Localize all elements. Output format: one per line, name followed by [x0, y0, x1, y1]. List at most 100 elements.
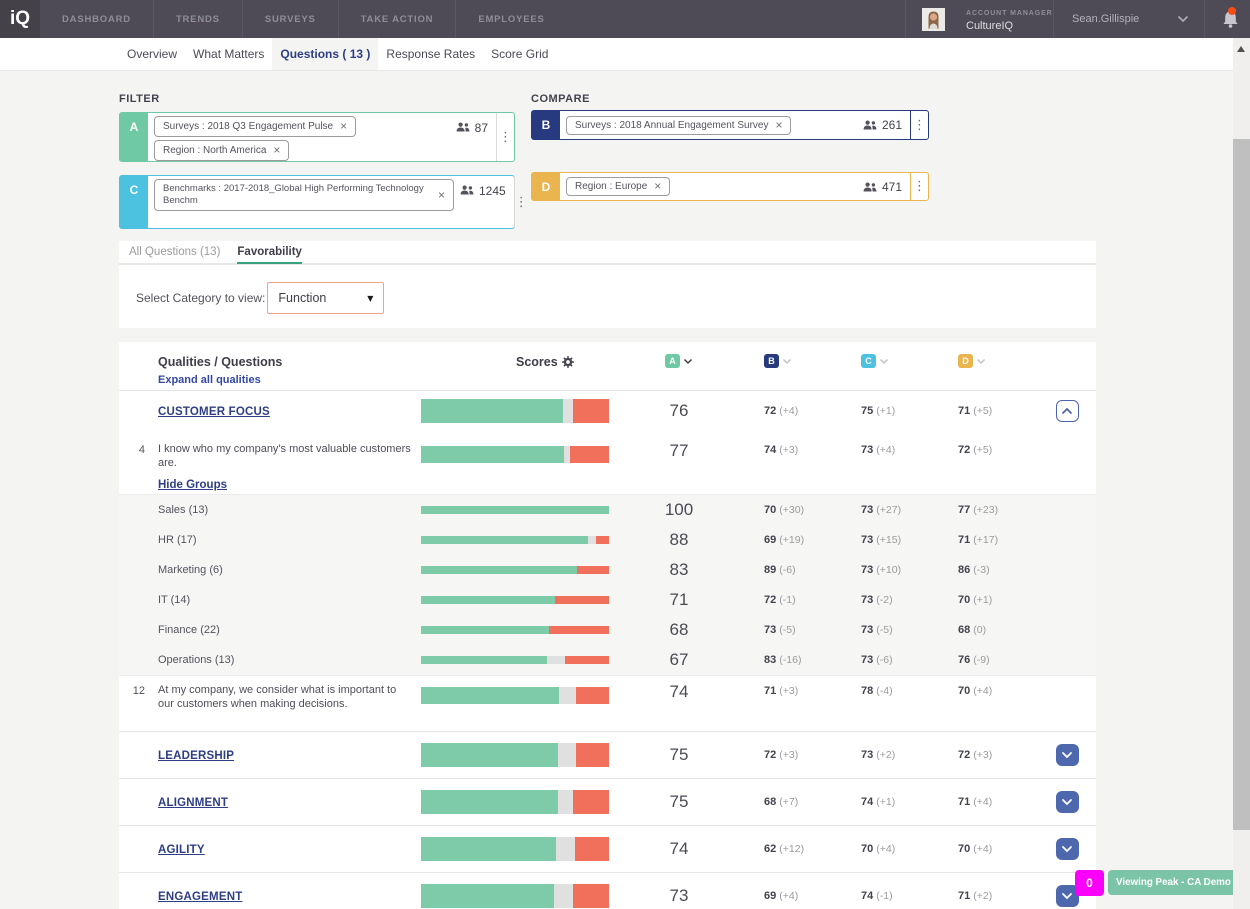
- score-a: 71: [669, 590, 689, 609]
- tab-questions[interactable]: Questions ( 13 ): [272, 38, 379, 70]
- gear-icon[interactable]: [561, 356, 574, 368]
- compare-delta-c: (-5): [876, 624, 893, 636]
- question-cell: At my company, we consider what is impor…: [158, 676, 421, 731]
- compare-value-d: 72 (+5): [958, 444, 993, 456]
- quality-row: CUSTOMER FOCUS 76 72 (+4) 75 (+1) 71 (+5): [119, 391, 1096, 435]
- expand-quality-button[interactable]: [1055, 791, 1079, 813]
- compare-value-c: 73 (+4): [861, 444, 896, 456]
- scrollbar-up-arrow[interactable]: [1237, 46, 1245, 52]
- compare-box-b-menu[interactable]: ⋮: [910, 111, 928, 139]
- feedback-badge[interactable]: 0: [1075, 870, 1104, 896]
- chevron-up-icon: [1062, 407, 1072, 414]
- nav-item-employees[interactable]: EMPLOYEES: [478, 13, 545, 25]
- compare-chip[interactable]: Surveys : 2018 Annual Engagement Survey …: [566, 115, 792, 135]
- compare-value-d: 71 (+17): [958, 534, 999, 546]
- bar-favorable-segment: [421, 656, 547, 664]
- tab-response-rates[interactable]: Response Rates: [386, 47, 476, 61]
- bar-favorable-segment: [421, 399, 563, 423]
- header-col-d: D: [943, 342, 1038, 390]
- quality-link[interactable]: CUSTOMER FOCUS: [158, 406, 270, 418]
- subtab-all-questions[interactable]: All Questions (13): [129, 246, 221, 258]
- tab-what-matters[interactable]: What Matters: [193, 47, 265, 61]
- expand-quality-button[interactable]: [1055, 885, 1079, 907]
- nav-item-surveys[interactable]: SURVEYS: [243, 0, 339, 38]
- row-action-cell: [1038, 791, 1096, 813]
- compare-delta-d: (-3): [973, 564, 990, 576]
- quality-cell: LEADERSHIP: [158, 746, 421, 764]
- chevron-down-icon: [1062, 893, 1072, 900]
- compare-value-d: 70 (+1): [958, 594, 993, 606]
- expand-quality-button[interactable]: [1055, 744, 1079, 766]
- expand-quality-button[interactable]: [1055, 838, 1079, 860]
- compare-delta-c: (+15): [876, 534, 902, 546]
- compare-box-d-chips: Region : Europe ×: [560, 173, 863, 200]
- question-row: 12 At my company, we consider what is im…: [119, 676, 1096, 732]
- quality-link[interactable]: ENGAGEMENT: [158, 891, 243, 903]
- column-a-chip[interactable]: A: [665, 354, 680, 368]
- favorability-bar: [421, 596, 609, 604]
- bar-unfavorable-segment: [577, 566, 609, 574]
- question-text: I know who my company's most valuable cu…: [158, 443, 411, 469]
- tab-score-grid[interactable]: Score Grid: [491, 47, 549, 61]
- nav-item-dashboard[interactable]: DASHBOARD: [40, 0, 154, 38]
- top-navigation-bar: iQ DASHBOARD TRENDS SURVEYS TAKE ACTION …: [0, 0, 1250, 38]
- subtab-favorability[interactable]: Favorability: [237, 242, 302, 264]
- remove-chip-icon[interactable]: ×: [273, 143, 281, 157]
- hide-groups-link[interactable]: Hide Groups: [158, 479, 228, 492]
- filter-box-c-letter: C: [120, 176, 148, 228]
- compare-delta-d: (+4): [973, 843, 993, 855]
- group-label: HR (17): [158, 534, 197, 546]
- collapse-quality-button[interactable]: [1055, 400, 1079, 422]
- filter-box-c-menu[interactable]: ⋮: [513, 176, 528, 228]
- question-number: 12: [132, 685, 145, 697]
- remove-chip-icon[interactable]: ×: [775, 117, 783, 132]
- kebab-menu-icon: ⋮: [913, 179, 926, 194]
- compare-box-d-menu[interactable]: ⋮: [910, 173, 928, 200]
- main-nav: DASHBOARD TRENDS SURVEYS TAKE ACTION EMP…: [40, 0, 567, 38]
- chevron-down-icon[interactable]: [683, 358, 693, 365]
- remove-chip-icon[interactable]: ×: [437, 188, 445, 202]
- tab-overview[interactable]: Overview: [127, 47, 178, 61]
- bar-unfavorable-segment: [573, 884, 609, 908]
- filter-box-a-letter: A: [120, 113, 148, 161]
- quality-link[interactable]: AGILITY: [158, 844, 205, 856]
- category-select[interactable]: Function ▼: [267, 282, 385, 314]
- filter-chip[interactable]: Region : North America ×: [154, 140, 290, 161]
- compare-chip[interactable]: Region : Europe ×: [566, 177, 671, 196]
- user-menu[interactable]: Sean.Gillispie: [1053, 0, 1204, 38]
- filter-chip[interactable]: Benchmarks : 2017-2018_Global High Perfo…: [154, 179, 454, 211]
- quality-link[interactable]: LEADERSHIP: [158, 750, 235, 762]
- column-c-chip[interactable]: C: [861, 354, 876, 368]
- group-label: IT (14): [158, 594, 191, 606]
- chevron-down-icon[interactable]: [782, 358, 792, 365]
- bar-favorable-segment: [421, 446, 564, 463]
- nav-item-take-action[interactable]: TAKE ACTION: [339, 0, 457, 38]
- compare-value-d: 71 (+5): [958, 405, 993, 417]
- compare-delta-d: (+4): [973, 796, 993, 808]
- bar-unfavorable-segment: [595, 536, 609, 544]
- nav-item-trends[interactable]: TRENDS: [154, 0, 243, 38]
- remove-chip-icon[interactable]: ×: [340, 119, 348, 133]
- filter-chip[interactable]: Surveys : 2018 Q3 Engagement Pulse ×: [154, 116, 357, 137]
- column-b-chip[interactable]: B: [764, 354, 779, 368]
- remove-chip-icon[interactable]: ×: [654, 179, 662, 193]
- chevron-down-icon[interactable]: [879, 358, 889, 365]
- compare-value-b: 83 (-16): [764, 654, 802, 666]
- account-block[interactable]: ACCOUNT MANAGER CultureIQ: [905, 0, 1053, 38]
- compare-delta-d: (+3): [973, 749, 993, 761]
- chevron-down-icon[interactable]: [976, 358, 986, 365]
- bar-cell: [421, 626, 609, 634]
- expand-all-qualities-link[interactable]: Expand all qualities: [158, 374, 261, 386]
- notifications-button[interactable]: [1204, 0, 1250, 38]
- scrollbar-thumb[interactable]: [1233, 139, 1250, 830]
- question-number: 4: [138, 444, 145, 456]
- column-d-chip[interactable]: D: [958, 354, 973, 368]
- favorability-bar: [421, 790, 609, 814]
- bar-favorable-segment: [421, 536, 589, 544]
- app-logo[interactable]: iQ: [0, 0, 40, 38]
- bar-favorable-segment: [421, 566, 578, 574]
- vertical-scrollbar[interactable]: [1233, 38, 1250, 909]
- quality-link[interactable]: ALIGNMENT: [158, 797, 229, 809]
- favorability-bar: [421, 536, 609, 544]
- filter-box-a-menu[interactable]: ⋮: [496, 113, 514, 161]
